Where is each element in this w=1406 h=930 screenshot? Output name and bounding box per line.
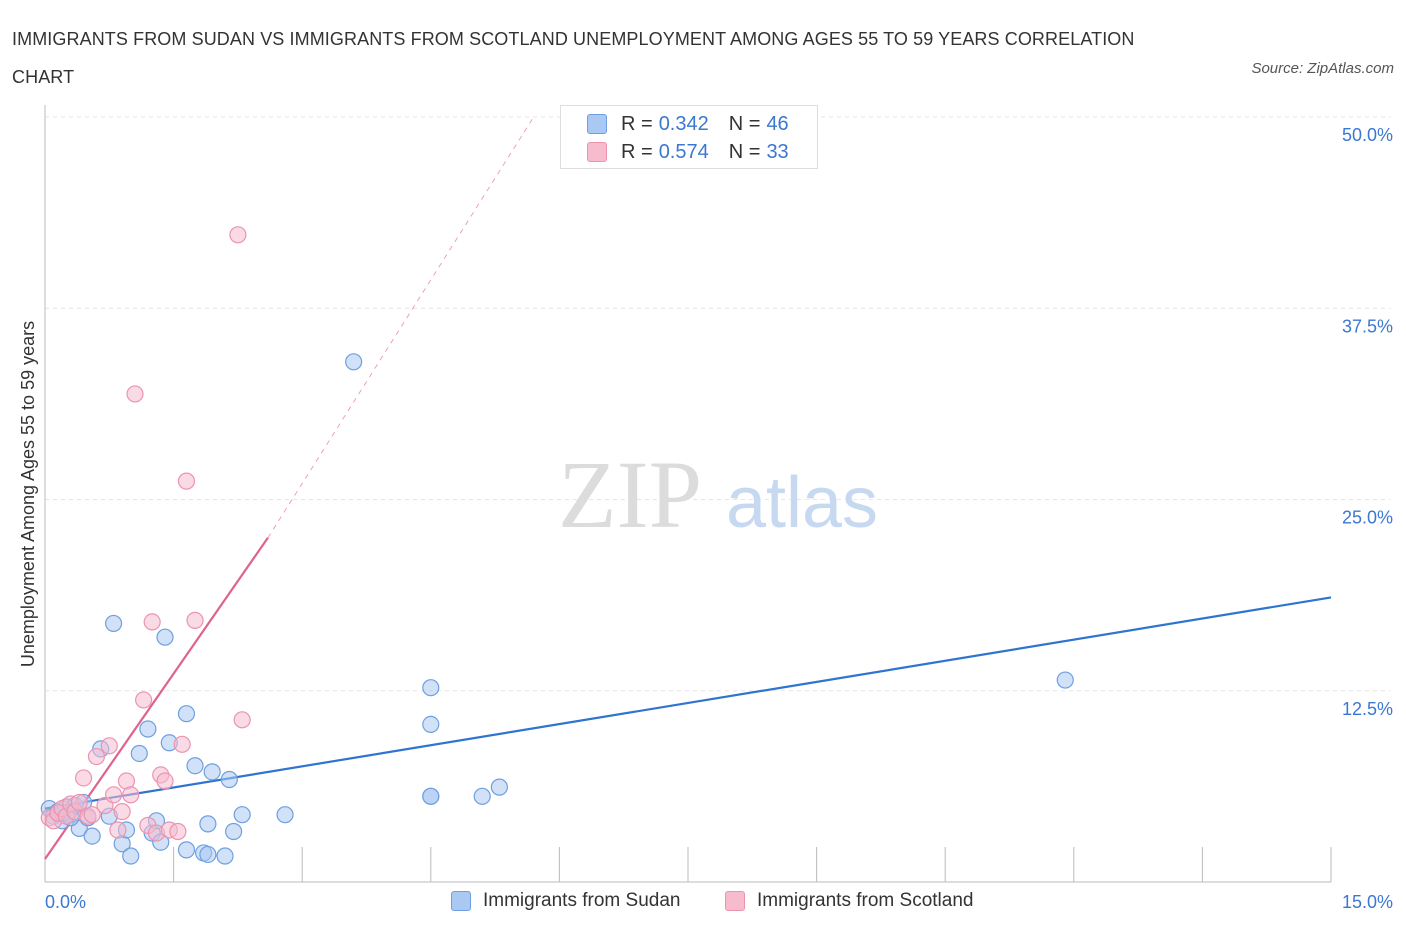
sudan-point (345, 353, 363, 371)
scotland-n-value: 33 (766, 140, 789, 163)
tick-labels: 12.5% 25.0% 37.5% 50.0% 0.0% 15.0% (45, 125, 1393, 912)
sudan-r-label: R = (621, 112, 653, 135)
scotland-point (126, 385, 144, 403)
scotland-point (83, 806, 101, 824)
sudan-n-label: N = (728, 112, 761, 135)
scotland-point (143, 613, 161, 631)
sudan-point (122, 847, 140, 865)
scotland-n-label: N = (728, 140, 761, 163)
data-points (40, 226, 1074, 865)
sudan-point (177, 841, 196, 859)
bottom-legend-scotland: Immigrants from Scotland (725, 890, 973, 912)
scotland-legend-label: Immigrants from Scotland (757, 890, 974, 911)
scotland-point (70, 793, 88, 812)
grid-lines (45, 116, 1391, 692)
y-tick-label: 37.5% (1342, 316, 1393, 336)
sudan-point (233, 806, 251, 824)
scotland-point (233, 711, 251, 729)
y-tick-label: 25.0% (1342, 508, 1393, 528)
sudan-point (199, 815, 217, 833)
sudan-point (186, 757, 204, 775)
sudan-point (83, 827, 101, 845)
sudan-legend-swatch (451, 891, 471, 911)
scotland-point (169, 822, 187, 841)
sudan-legend-label: Immigrants from Sudan (483, 890, 681, 911)
sudan-point (490, 778, 508, 796)
scotland-point (173, 735, 191, 753)
sudan-point (473, 787, 491, 805)
sudan-point (1056, 671, 1074, 689)
correlation-legend: R = 0.342 N = 46 R = 0.574 N = 33 (560, 105, 818, 169)
sudan-point (199, 845, 217, 864)
legend-row-sudan: R = 0.342 N = 46 (587, 110, 789, 138)
scotland-point (156, 772, 174, 790)
bottom-legend-sudan: Immigrants from Sudan (451, 890, 680, 912)
sudan-trend-line (44, 596, 1332, 810)
scotland-point (109, 821, 127, 839)
sudan-point (220, 770, 238, 789)
sudan-swatch (587, 114, 607, 134)
sudan-point (225, 822, 243, 841)
scotland-point (104, 786, 123, 804)
scotland-point (134, 691, 153, 709)
axes (44, 105, 1332, 883)
scotland-point (186, 611, 204, 629)
sudan-point (422, 679, 440, 697)
source-label: Source: ZipAtlas.com (1251, 60, 1394, 77)
x-tick-label: 0.0% (45, 892, 86, 912)
scotland-point (100, 737, 118, 755)
chart-title: IMMIGRANTS FROM SUDAN VS IMMIGRANTS FROM… (12, 29, 1135, 87)
sudan-point (276, 806, 294, 824)
y-axis-label: Unemployment Among Ages 55 to 59 years (18, 321, 38, 667)
sudan-point (422, 787, 440, 805)
sudan-point (130, 744, 148, 763)
sudan-point (156, 628, 174, 646)
sudan-point (177, 705, 196, 723)
sudan-n-value: 46 (766, 112, 789, 135)
scotland-legend-swatch (725, 891, 745, 911)
scotland-point (87, 747, 106, 766)
scotland-trend-extension (267, 116, 535, 539)
watermark: ZIP atlas (558, 441, 878, 548)
sudan-point (104, 614, 123, 633)
scotland-point (229, 226, 247, 244)
sudan-point (139, 720, 157, 738)
scotland-r-value: 0.574 (658, 140, 709, 163)
sudan-r-value: 0.342 (658, 112, 709, 135)
scotland-point (113, 803, 131, 821)
y-tick-label: 12.5% (1342, 699, 1393, 719)
y-tick-label: 50.0% (1342, 125, 1393, 145)
scotland-swatch (587, 142, 607, 162)
x-tick-label: 15.0% (1342, 892, 1393, 912)
watermark-atlas: atlas (726, 463, 878, 543)
scotland-r-label: R = (621, 140, 653, 163)
sudan-point (422, 715, 440, 734)
scotland-point (177, 472, 196, 490)
watermark-zip: ZIP (558, 441, 702, 548)
sudan-point (203, 763, 221, 781)
scotland-point (74, 769, 93, 787)
scotland-point (122, 786, 140, 804)
sudan-point (216, 847, 234, 865)
legend-row-scotland: R = 0.574 N = 33 (587, 138, 789, 166)
